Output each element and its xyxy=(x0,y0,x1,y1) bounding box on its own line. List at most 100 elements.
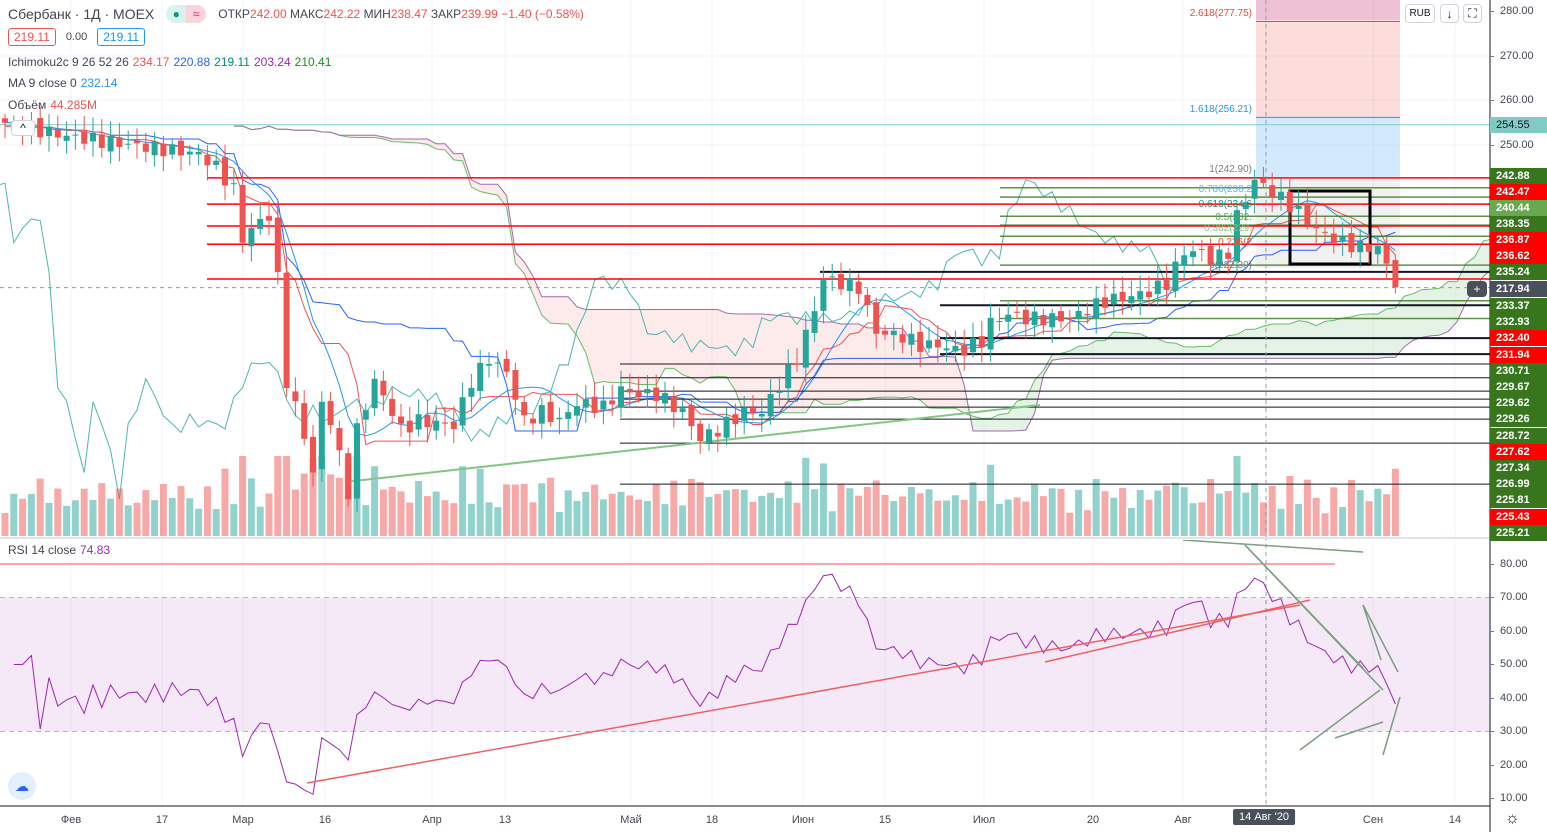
ichimoku-cloud-segment xyxy=(937,356,947,409)
date-label: Фев xyxy=(60,814,82,826)
ichimoku-cloud-segment xyxy=(1395,296,1405,358)
candle-body xyxy=(160,143,167,157)
volume-bar xyxy=(907,487,915,536)
high-value: 242.22 xyxy=(323,7,361,21)
rsi-legend[interactable]: RSI 14 close 74.83 xyxy=(8,543,110,557)
candle-body xyxy=(670,396,677,413)
scale-down-button[interactable]: ↓ xyxy=(1440,4,1459,23)
level-price-label: 229.62 xyxy=(1490,395,1547,411)
rsi-tick: 70.00 xyxy=(1490,591,1528,603)
tradingview-logo-icon[interactable]: ☁ xyxy=(8,772,36,800)
volume-bar xyxy=(846,488,854,536)
candle-body xyxy=(512,370,519,400)
volume-bar xyxy=(388,486,396,536)
delayed-icon: ≈ xyxy=(186,5,207,23)
rsi-trend-line xyxy=(306,604,1301,784)
volume-bar xyxy=(881,494,889,536)
volume-bar xyxy=(696,481,704,536)
volume-bar xyxy=(256,506,264,536)
ichimoku-cloud-segment xyxy=(445,143,454,160)
candle-body xyxy=(354,423,360,499)
add-level-button[interactable]: + xyxy=(1467,281,1487,297)
volume-bar xyxy=(555,511,563,536)
candle-body xyxy=(1014,311,1020,313)
volume-bar xyxy=(1286,475,1294,536)
volume-bar xyxy=(1110,497,1118,536)
volume-bar xyxy=(476,468,484,536)
candle-body xyxy=(46,126,52,137)
volume-bar xyxy=(767,492,775,536)
volume-legend[interactable]: Объём 44.285M xyxy=(8,98,97,112)
level-price-label: 238.35 xyxy=(1490,216,1547,232)
candle-body xyxy=(142,143,149,152)
volume-bar xyxy=(221,468,229,536)
ichimoku-cloud-segment xyxy=(515,252,525,274)
volume-bar xyxy=(1224,491,1232,536)
volume-bar xyxy=(142,490,150,536)
volume-bar xyxy=(511,484,519,536)
price-tick: 250.00 xyxy=(1490,139,1534,151)
volume-bar xyxy=(98,483,106,536)
level-lines xyxy=(207,177,1490,485)
volume-bar xyxy=(863,486,871,536)
ichimoku-legend[interactable]: Ichimoku2c 9 26 52 26 234.17 220.88 219.… xyxy=(8,55,331,69)
ichimoku-cloud-segment xyxy=(999,413,1009,432)
date-label: 20 xyxy=(1086,814,1100,826)
selection-rectangle xyxy=(1288,189,1372,266)
ichimoku-cloud-segment xyxy=(550,296,560,324)
ichimoku-cloud-segment xyxy=(1008,401,1017,432)
ichimoku-cloud-segment xyxy=(568,296,577,336)
market-status[interactable]: ● ≈ xyxy=(166,5,207,23)
candle-body xyxy=(310,436,316,473)
trend-line xyxy=(344,404,1041,483)
currency-button[interactable]: RUB xyxy=(1405,4,1435,23)
rsi-fan-line xyxy=(1334,721,1384,739)
candle-body xyxy=(556,417,563,420)
candle-body xyxy=(917,331,924,352)
volume-bar xyxy=(1391,468,1399,536)
ichimoku-cloud-segment xyxy=(955,357,965,414)
ichimoku-cloud-segment xyxy=(876,327,885,398)
sell-button[interactable]: 219.11 xyxy=(8,28,56,46)
candle-body xyxy=(37,118,44,138)
price-tick: 280.00 xyxy=(1490,5,1534,17)
candle-body xyxy=(952,345,959,352)
candle-body xyxy=(1251,179,1258,199)
candle-body xyxy=(477,362,484,391)
volume-bar xyxy=(995,504,1003,536)
ichimoku-cloud-segment xyxy=(1369,313,1378,359)
volume-bar xyxy=(115,488,123,536)
volume-bar xyxy=(1031,483,1039,536)
ma-value: 232.14 xyxy=(80,76,118,90)
collapse-legend-button[interactable]: ^ xyxy=(11,120,35,136)
volume-bar xyxy=(89,500,97,536)
volume-bar xyxy=(1136,489,1144,536)
candle-body xyxy=(134,140,140,144)
fullscreen-button[interactable]: ⛶ xyxy=(1463,4,1482,23)
volume-bar xyxy=(159,483,167,536)
volume-bar xyxy=(758,495,766,536)
level-price-label: 232.40 xyxy=(1490,330,1547,346)
candle-body xyxy=(442,422,448,424)
volume-bar xyxy=(538,483,546,536)
candle-body xyxy=(283,272,290,388)
candle-body xyxy=(838,274,844,290)
volume-bar xyxy=(1277,508,1285,536)
rsi-tick: 20.00 xyxy=(1490,759,1528,771)
symbol-title[interactable]: Сбербанк · 1Д · MOEX xyxy=(8,6,155,22)
fib-level-label: 0.236(2 xyxy=(1218,237,1252,248)
volume-bar xyxy=(855,495,863,536)
settings-gear-icon[interactable]: ☼ xyxy=(1505,810,1520,827)
candle-body xyxy=(1216,249,1223,266)
volume-bar xyxy=(573,500,581,536)
candle-body xyxy=(1357,240,1364,253)
candle-body xyxy=(494,362,501,364)
candle-body xyxy=(327,401,334,426)
volume-bar xyxy=(582,491,590,536)
candle-body xyxy=(433,420,440,431)
ma-legend[interactable]: MA 9 close 0 232.14 xyxy=(8,76,117,90)
ichimoku-cloud-segment xyxy=(489,184,498,196)
volume-bar xyxy=(960,499,968,536)
buy-button[interactable]: 219.11 xyxy=(97,28,146,46)
